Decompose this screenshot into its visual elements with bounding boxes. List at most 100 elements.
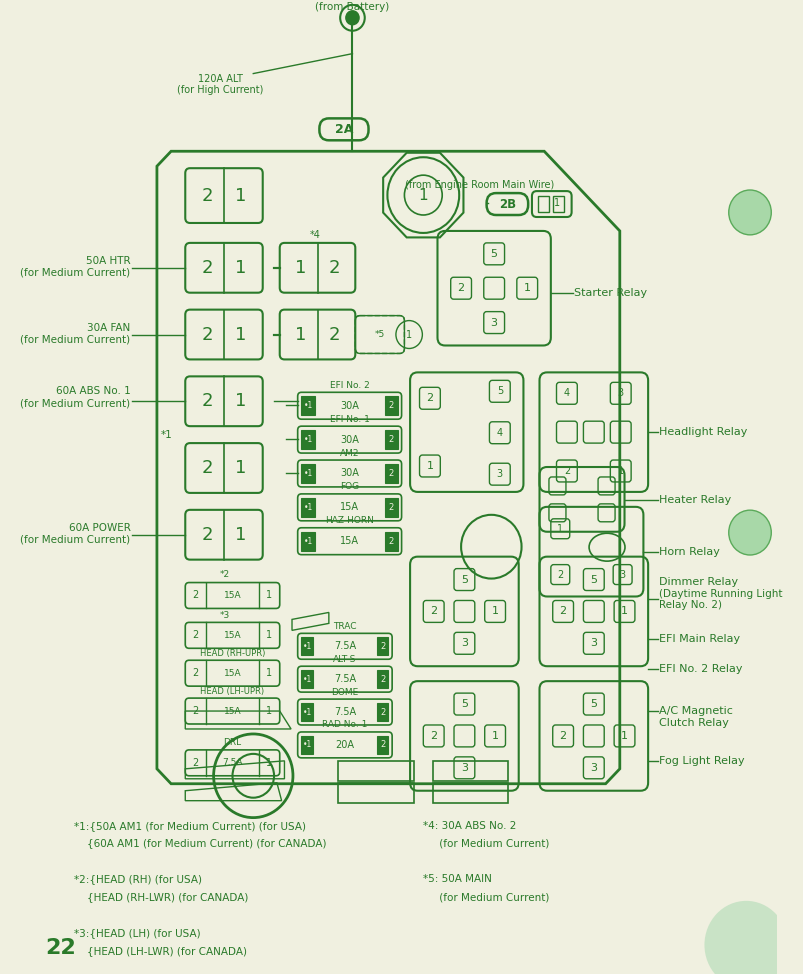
Text: 120A ALT: 120A ALT — [198, 74, 243, 84]
Text: Fog Light Relay: Fog Light Relay — [658, 756, 744, 766]
Text: {HEAD (RH-LWR) (for CANADA): {HEAD (RH-LWR) (for CANADA) — [74, 892, 248, 902]
Text: 1: 1 — [266, 758, 272, 768]
Text: ALT-S: ALT-S — [332, 655, 357, 663]
Text: 4: 4 — [496, 428, 502, 437]
Text: 1: 1 — [235, 459, 247, 477]
Text: *5: 50A MAIN: *5: 50A MAIN — [423, 875, 491, 884]
Text: •1: •1 — [303, 503, 312, 512]
Text: Clutch Relay: Clutch Relay — [658, 718, 728, 728]
Text: 2B: 2B — [498, 198, 516, 210]
Circle shape — [728, 190, 770, 235]
Text: 2: 2 — [328, 325, 340, 344]
Text: 2: 2 — [388, 435, 393, 444]
Text: (from Battery): (from Battery) — [315, 2, 389, 12]
Text: 7.5A: 7.5A — [222, 759, 243, 768]
Bar — [384, 396, 397, 415]
Text: 2: 2 — [380, 740, 385, 749]
Text: 20A: 20A — [335, 740, 354, 750]
Bar — [301, 464, 314, 483]
Text: 3: 3 — [490, 318, 497, 327]
Text: 1: 1 — [295, 259, 306, 277]
Text: 2: 2 — [201, 187, 213, 205]
Text: 5: 5 — [460, 699, 467, 709]
Bar — [377, 736, 388, 754]
Text: 1: 1 — [554, 198, 560, 208]
Bar — [552, 196, 564, 212]
Text: 30A: 30A — [340, 400, 359, 411]
Bar — [301, 736, 312, 754]
Text: 1: 1 — [620, 730, 627, 741]
Text: Headlight Relay: Headlight Relay — [658, 428, 747, 437]
Text: TRAC: TRAC — [332, 621, 357, 631]
Text: 2: 2 — [192, 706, 198, 716]
Circle shape — [703, 901, 787, 974]
Text: 2: 2 — [192, 668, 198, 678]
Bar — [537, 196, 548, 212]
Text: 5: 5 — [460, 575, 467, 584]
Text: 3: 3 — [460, 763, 467, 772]
Text: {60A AM1 (for Medium Current) (for CANADA): {60A AM1 (for Medium Current) (for CANAD… — [74, 839, 326, 848]
Text: 2: 2 — [201, 259, 213, 277]
Text: HEAD (LH-UPR): HEAD (LH-UPR) — [200, 687, 264, 695]
Text: Relay No. 2): Relay No. 2) — [658, 600, 722, 611]
Text: 1: 1 — [266, 590, 272, 601]
Text: 2: 2 — [380, 642, 385, 651]
Text: DRL: DRL — [223, 738, 241, 747]
Bar — [301, 532, 314, 550]
Text: 2: 2 — [559, 730, 566, 741]
Text: 1: 1 — [426, 461, 433, 471]
Text: *1: *1 — [161, 431, 173, 440]
Bar — [377, 670, 388, 689]
Text: (for Medium Current): (for Medium Current) — [423, 892, 549, 902]
Text: HEAD (RH-UPR): HEAD (RH-UPR) — [200, 649, 265, 657]
Text: 1: 1 — [235, 325, 247, 344]
Bar — [301, 637, 312, 656]
Bar — [384, 431, 397, 449]
Text: 1: 1 — [235, 259, 247, 277]
Text: EFI No. 2 Relay: EFI No. 2 Relay — [658, 664, 742, 674]
Text: 15A: 15A — [340, 537, 359, 546]
Text: •1: •1 — [302, 675, 312, 684]
Bar — [384, 464, 397, 483]
Text: (for Medium Current): (for Medium Current) — [423, 839, 549, 848]
Text: •1: •1 — [303, 469, 312, 478]
Text: *2:{HEAD (RH) (for USA): *2:{HEAD (RH) (for USA) — [74, 875, 202, 884]
Bar — [432, 783, 507, 803]
Bar — [301, 670, 312, 689]
Text: 3: 3 — [589, 638, 597, 649]
Text: *4: 30A ABS No. 2: *4: 30A ABS No. 2 — [423, 821, 516, 831]
Text: 1: 1 — [491, 607, 498, 617]
Text: 2: 2 — [192, 630, 198, 640]
Text: 1: 1 — [235, 187, 247, 205]
Text: EFI No. 2: EFI No. 2 — [329, 381, 369, 390]
Text: 2: 2 — [328, 259, 340, 277]
Text: 2: 2 — [201, 393, 213, 410]
Bar — [384, 498, 397, 517]
Circle shape — [728, 510, 770, 555]
Bar — [301, 396, 314, 415]
Text: 15A: 15A — [223, 706, 241, 716]
Text: (for Medium Current): (for Medium Current) — [20, 535, 130, 544]
Text: 2: 2 — [201, 459, 213, 477]
Text: 2: 2 — [563, 466, 569, 476]
Text: 2: 2 — [388, 469, 393, 478]
Text: DOME: DOME — [331, 688, 358, 696]
Bar — [301, 431, 314, 449]
Text: 2: 2 — [388, 401, 393, 410]
Text: 1: 1 — [617, 466, 623, 476]
Text: Starter Relay: Starter Relay — [573, 287, 646, 298]
Text: 2: 2 — [430, 607, 437, 617]
Text: •1: •1 — [303, 435, 312, 444]
Bar — [432, 761, 507, 781]
Text: 15A: 15A — [340, 503, 359, 512]
Text: HAZ-HORN: HAZ-HORN — [324, 516, 373, 525]
Text: •1: •1 — [302, 740, 312, 749]
Text: *2: *2 — [219, 570, 230, 580]
Text: 1: 1 — [406, 329, 412, 340]
Bar — [301, 703, 312, 721]
Text: (for High Current): (for High Current) — [177, 85, 263, 94]
Text: *1:{50A AM1 (for Medium Current) (for USA): *1:{50A AM1 (for Medium Current) (for US… — [74, 821, 305, 831]
Text: 5: 5 — [496, 387, 503, 396]
Text: FOG: FOG — [340, 482, 359, 492]
Text: •1: •1 — [303, 401, 312, 410]
